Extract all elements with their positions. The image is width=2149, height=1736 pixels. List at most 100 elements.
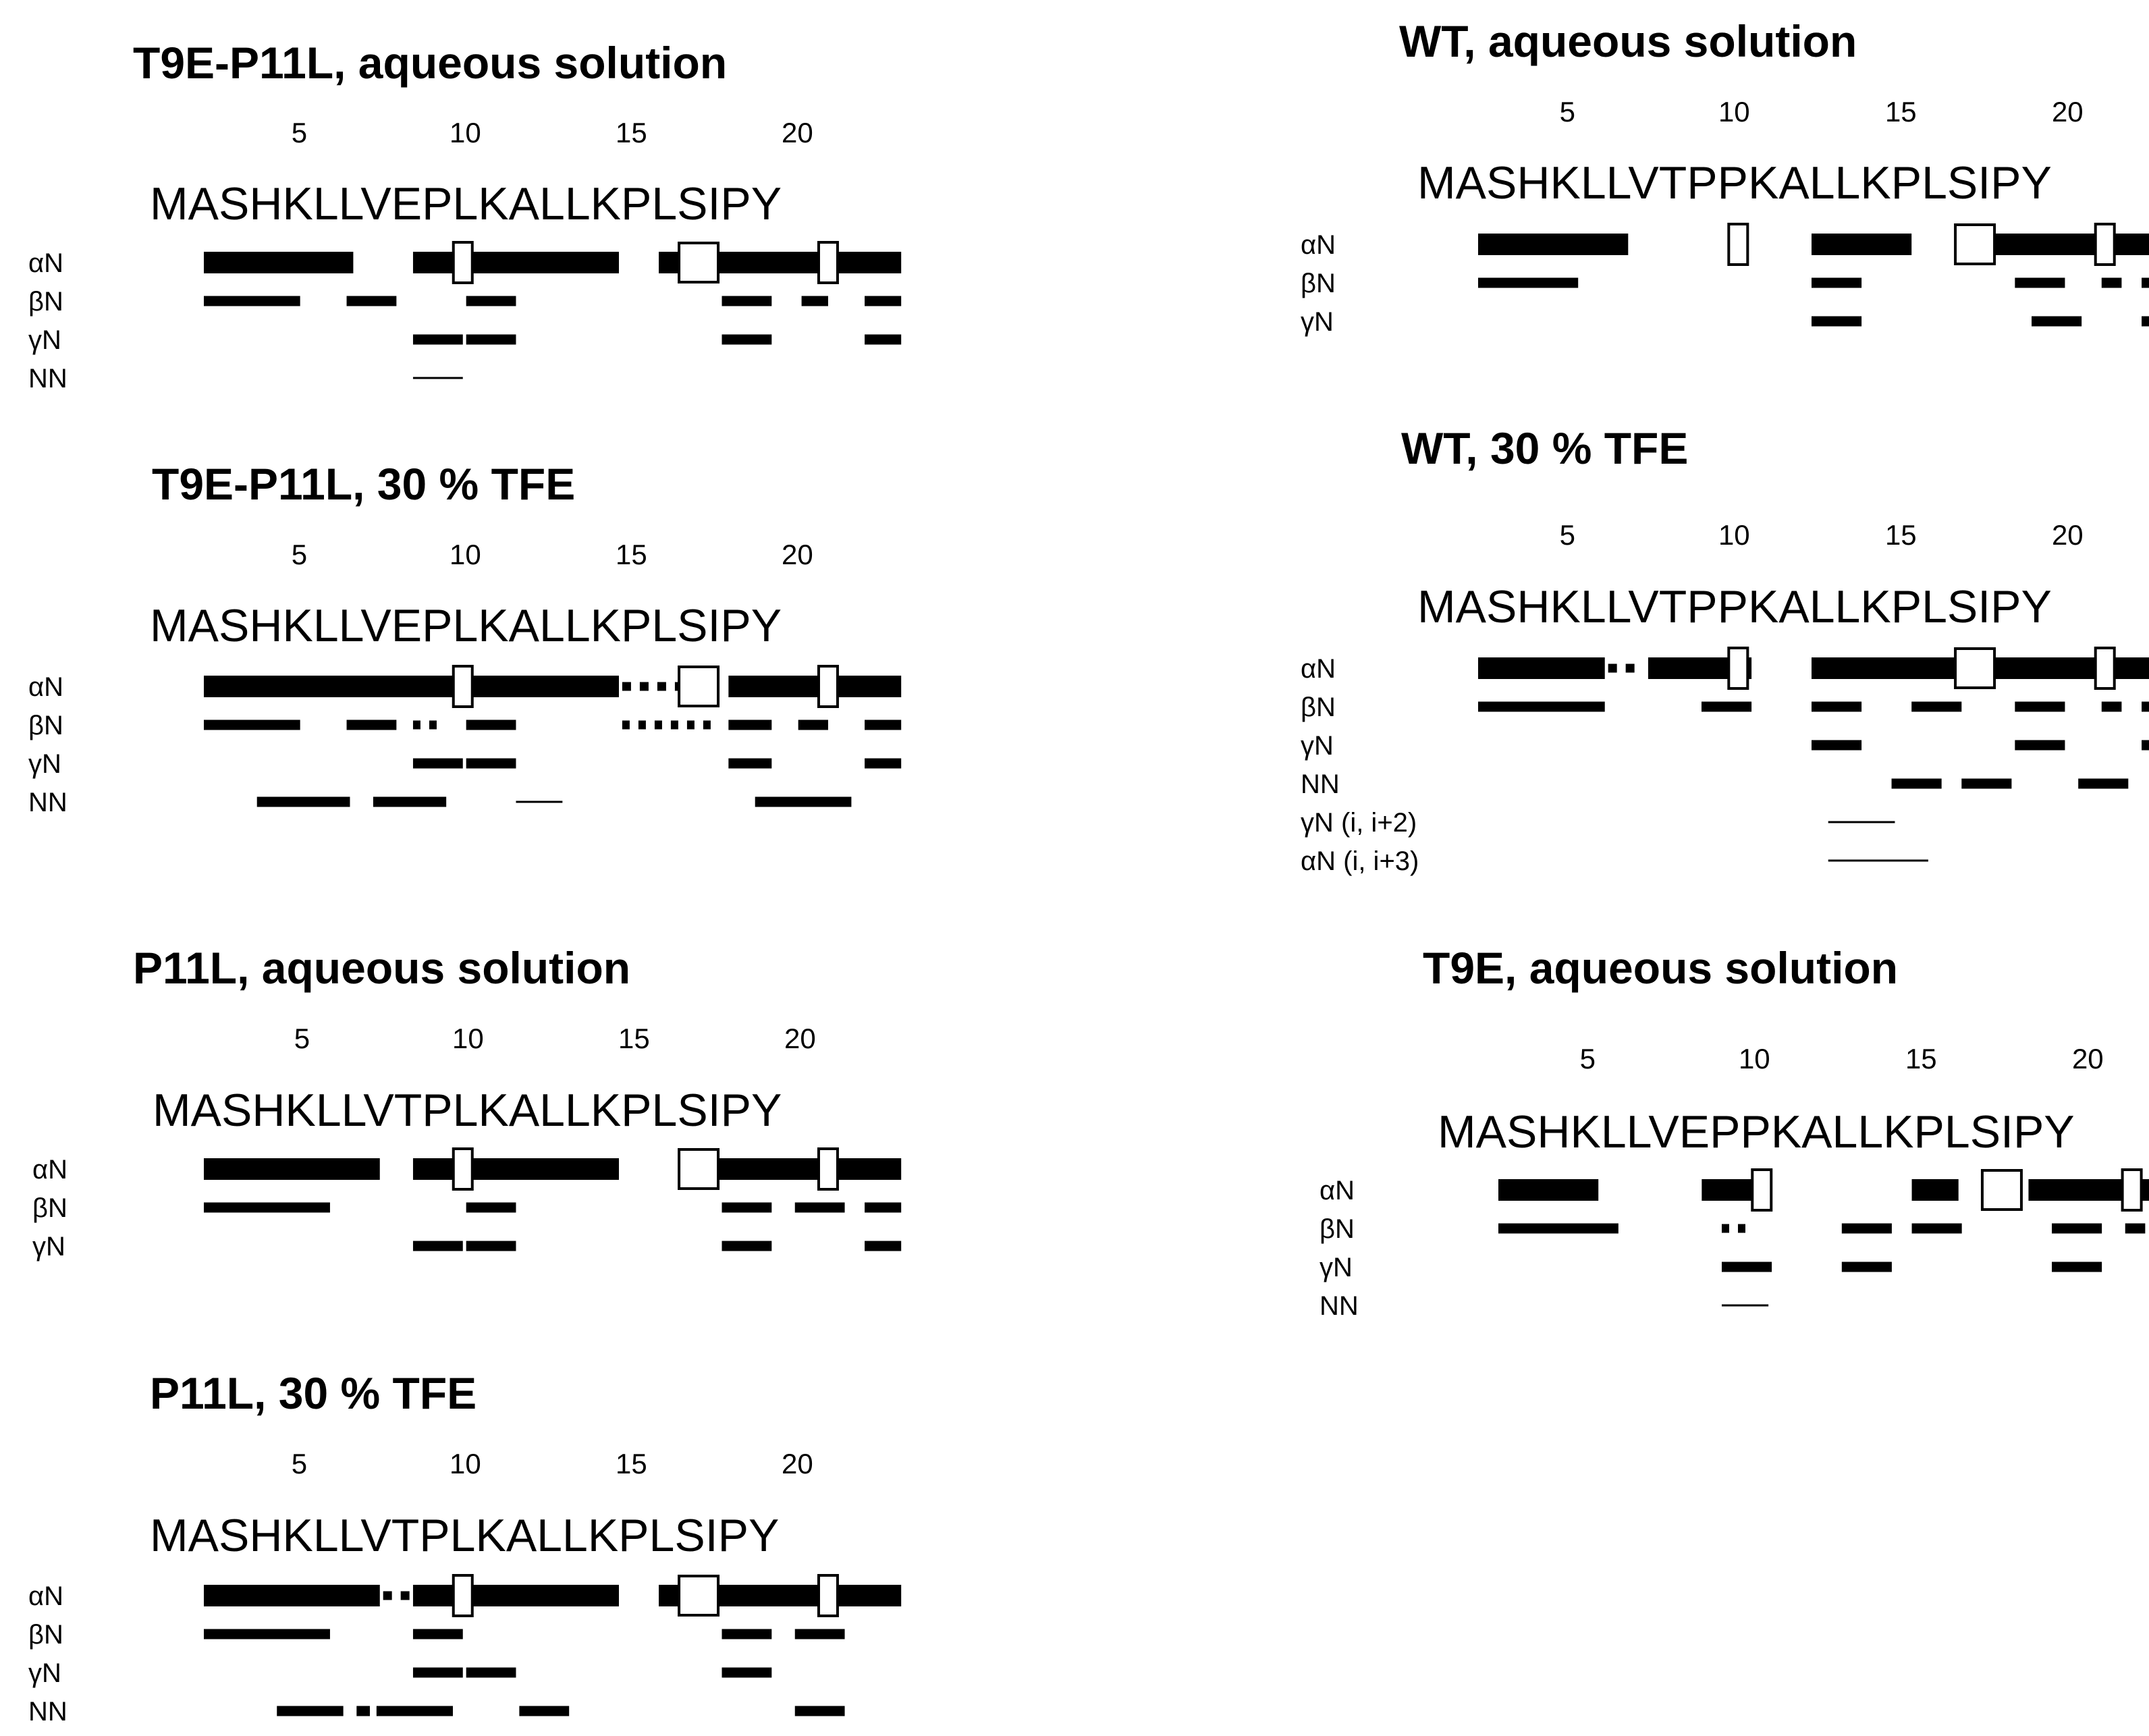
noe-row: γN: [1301, 731, 2149, 761]
noe-row-label: βN: [28, 1620, 63, 1650]
noe-bar: [412, 1667, 463, 1678]
noe-dot: [686, 720, 695, 730]
noe-bar: [1812, 234, 1912, 255]
residue-number: 10: [1718, 96, 1750, 128]
overlap-box: [452, 241, 474, 284]
noe-row-label: NN: [1320, 1291, 1359, 1321]
noe-row-label: αN: [32, 1155, 67, 1185]
noe-row-label: NN: [1301, 769, 1340, 799]
noe-bar: [204, 676, 619, 697]
overlap-box: [452, 665, 474, 708]
noe-row: γN: [28, 749, 902, 779]
noe-bar: [1701, 701, 1752, 712]
noe-bar: [1498, 1223, 1618, 1234]
residue-number: 10: [1718, 519, 1750, 551]
noe-bar: [277, 1706, 344, 1716]
overlap-box: [1727, 223, 1749, 266]
noe-row-label: NN: [28, 788, 67, 817]
residue-number: 10: [452, 1023, 484, 1054]
noe-bar: [1994, 234, 2149, 255]
panel-title: WT, aqueous solution: [1399, 16, 1857, 66]
noe-bar: [466, 758, 516, 769]
noe-bar: [2101, 701, 2122, 712]
noe-bar: [2142, 740, 2149, 751]
proline-box: [678, 242, 720, 283]
noe-row-label: γN: [1301, 731, 1334, 761]
noe-bar: [722, 1241, 772, 1251]
noe-bar: [865, 1202, 902, 1213]
noe-bar: [412, 334, 463, 345]
noe-bar: [722, 334, 772, 345]
residue-number: 20: [782, 539, 813, 570]
noe-bar: [466, 1202, 516, 1213]
noe-bar: [865, 296, 902, 306]
noe-bar: [519, 1706, 570, 1716]
noe-bar: [718, 1158, 902, 1180]
residue-number: 5: [294, 1023, 310, 1054]
noe-row-label: αN: [1301, 654, 1336, 684]
noe-bar: [794, 1202, 845, 1213]
noe-bar: [865, 1241, 902, 1251]
panel-p11l-aq: P11L, aqueous solution MASHKLLVTPLKALLKPL…: [32, 943, 902, 1262]
noe-row-label: βN: [1320, 1214, 1355, 1244]
noe-dot: [638, 720, 646, 730]
proline-box: [678, 1148, 720, 1190]
noe-row: NN: [28, 788, 852, 817]
noe-row: αN (i, i+3): [1301, 846, 1928, 876]
noe-row: βN: [28, 711, 902, 740]
residue-number: 15: [1885, 519, 1917, 551]
residue-number: 20: [2072, 1043, 2104, 1075]
noe-row-label: γN: [1301, 307, 1334, 337]
noe-bar: [1911, 1179, 1959, 1201]
residue-number: 5: [1560, 519, 1575, 551]
noe-bar: [798, 720, 828, 730]
noe-bar: [204, 1629, 330, 1639]
residue-number: 20: [2052, 519, 2084, 551]
noe-bar: [466, 334, 516, 345]
noe-bar: [728, 676, 902, 697]
sequence-label: MASHKLLVTPPKALLKPLSIPY: [1417, 581, 2052, 632]
noe-bar: [728, 720, 772, 730]
noe-bar: [412, 1241, 463, 1251]
noe-bar: [794, 1706, 845, 1716]
noe-bar: [1911, 701, 1962, 712]
noe-row-label: αN: [1301, 230, 1336, 260]
residue-number: 5: [292, 117, 307, 148]
noe-bar: [1478, 277, 1579, 288]
noe-bar: [1911, 1223, 1962, 1234]
noe-row: βN: [1301, 693, 2149, 722]
noe-row: γN: [32, 1232, 902, 1262]
noe-bar: [412, 1629, 463, 1639]
panel-title: P11L, aqueous solution: [133, 943, 630, 993]
noe-bar: [373, 796, 447, 807]
noe-dot: [1737, 1224, 1745, 1233]
noe-bar: [865, 758, 902, 769]
noe-row-label: γN: [28, 325, 61, 355]
noe-dot: [400, 1591, 410, 1600]
noe-bar: [1841, 1262, 1892, 1272]
noe-dot: [703, 720, 711, 730]
noe-row: γN: [1320, 1253, 2102, 1282]
noe-bar: [865, 334, 902, 345]
noe-row: βN: [28, 1620, 845, 1650]
noe-bar: [1812, 316, 1862, 327]
noe-bar: [1961, 778, 2012, 789]
noe-bar: [755, 796, 852, 807]
noe-bar: [466, 296, 516, 306]
noe-bar: [2078, 778, 2129, 789]
proline-box: [1954, 647, 1996, 689]
noe-row: αN: [1320, 1168, 2149, 1212]
noe-bar: [204, 252, 354, 273]
residue-number: 15: [616, 117, 647, 148]
noe-row-label: γN: [28, 1658, 61, 1688]
residue-number: 15: [1905, 1043, 1937, 1075]
panel-title: T9E, aqueous solution: [1423, 943, 1898, 993]
overlap-box: [1751, 1168, 1773, 1212]
residue-number: 5: [1560, 96, 1575, 128]
panel-title: T9E-P11L, 30 % TFE: [152, 459, 575, 509]
noe-bar: [2125, 1223, 2146, 1234]
noe-row: γN: [28, 325, 902, 355]
noe-row-label: γN (i, i+2): [1301, 808, 1417, 838]
noe-row-label: αN (i, i+3): [1301, 846, 1419, 876]
